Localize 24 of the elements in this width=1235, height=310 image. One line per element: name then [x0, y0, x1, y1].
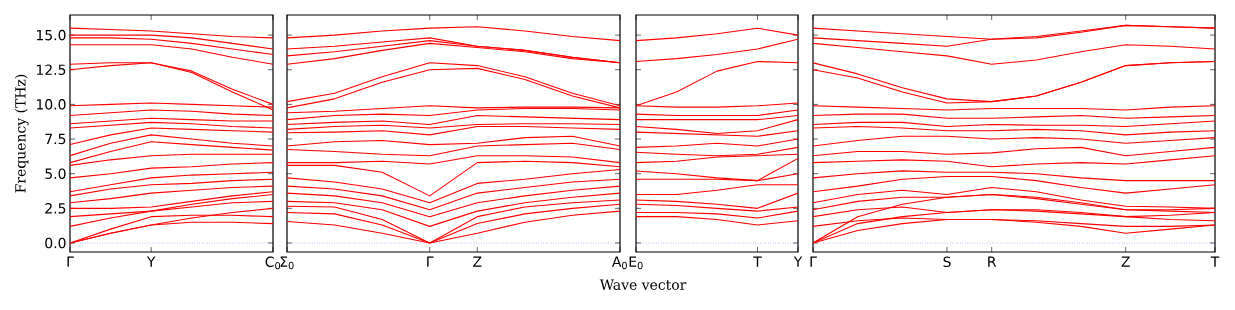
x-tick-label: Z	[473, 256, 482, 267]
x-tick-label: Σ$_{0}$	[280, 256, 294, 270]
x-tick-label: C$_{0}$	[265, 256, 281, 270]
x-tick-label: S	[943, 256, 951, 268]
x-tick-label: Γ	[67, 256, 74, 267]
x-axis-title: Wave vector	[599, 279, 687, 290]
x-tick-label: Γ	[810, 256, 817, 267]
y-axis-title: Frequency (THz)	[14, 74, 29, 193]
x-tick-label: E$_{0}$	[629, 256, 643, 270]
x-tick-label: R	[988, 256, 997, 267]
x-tick-label: T	[1210, 256, 1220, 267]
y-tick-label: 12.5	[36, 64, 66, 76]
y-tick-label: 15.0	[36, 29, 66, 41]
y-tick-label: 5.0	[45, 168, 66, 179]
x-tick-label: Y	[793, 256, 803, 267]
y-tick-label: 0.0	[45, 237, 66, 249]
y-tick-label: 10.0	[36, 99, 66, 110]
x-tick-label: Y	[146, 256, 156, 267]
x-tick-label: A$_{0}$	[611, 256, 627, 270]
x-tick-label: Z	[1121, 256, 1130, 267]
y-tick-label: 7.5	[45, 133, 66, 145]
x-tick-label: Γ	[427, 256, 434, 267]
y-tick-label: 2.5	[45, 203, 66, 214]
x-tick-label: T	[753, 256, 762, 267]
